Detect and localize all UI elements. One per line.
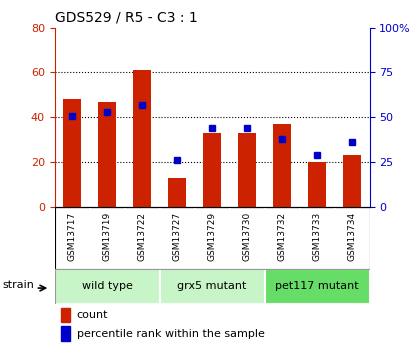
Text: GSM13732: GSM13732: [278, 212, 286, 261]
Text: GSM13722: GSM13722: [138, 212, 147, 261]
Bar: [265, 269, 370, 304]
Bar: [61, 326, 71, 341]
Text: count: count: [77, 310, 108, 320]
Text: wild type: wild type: [81, 282, 133, 291]
Bar: [134, 70, 151, 207]
Bar: [203, 133, 221, 207]
Text: percentile rank within the sample: percentile rank within the sample: [77, 329, 265, 339]
Text: GSM13730: GSM13730: [243, 212, 252, 261]
Text: pet117 mutant: pet117 mutant: [275, 282, 359, 291]
Bar: [160, 269, 265, 304]
Text: GSM13734: GSM13734: [348, 212, 357, 261]
Bar: [61, 308, 71, 322]
Bar: [239, 133, 256, 207]
Text: strain: strain: [3, 280, 34, 289]
Bar: [168, 178, 186, 207]
Bar: [308, 162, 326, 207]
Text: GSM13719: GSM13719: [102, 212, 112, 261]
Bar: [63, 99, 81, 207]
Text: GDS529 / R5 - C3 : 1: GDS529 / R5 - C3 : 1: [55, 10, 197, 24]
Text: GSM13733: GSM13733: [312, 212, 322, 261]
Bar: [344, 155, 361, 207]
Text: GSM13729: GSM13729: [207, 212, 217, 261]
Text: grx5 mutant: grx5 mutant: [177, 282, 247, 291]
Bar: [273, 124, 291, 207]
Text: GSM13727: GSM13727: [173, 212, 181, 261]
Text: GSM13717: GSM13717: [68, 212, 76, 261]
Bar: [55, 269, 160, 304]
Bar: [98, 101, 116, 207]
